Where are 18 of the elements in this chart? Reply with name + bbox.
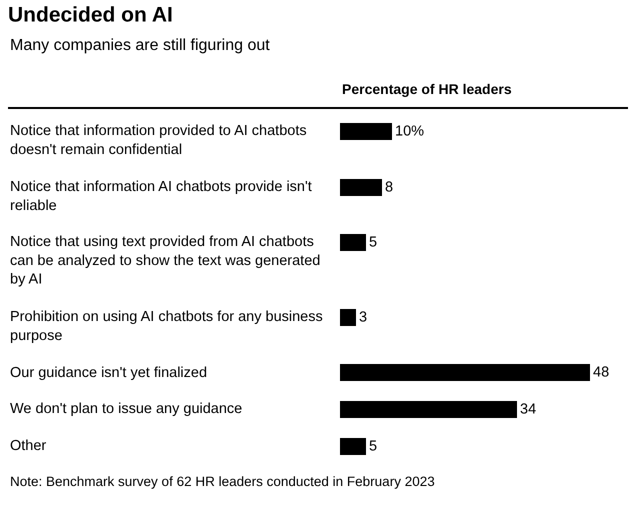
data-label: 8: [385, 180, 394, 196]
text: Many companies are still figuring out: [10, 37, 270, 54]
data-label: 5: [369, 234, 378, 250]
data-label: 3: [359, 310, 368, 326]
y-tick-label: Our guidance isn't yet finalized: [10, 365, 208, 381]
data-label: 5: [369, 438, 378, 454]
y-tick-label: Other: [10, 438, 46, 454]
annotation: Note: Benchmark survey of 62 HR leaders conducted in February 2023: [10, 474, 435, 489]
text: Undecided on AI: [8, 4, 173, 27]
y-tick-label: Notice that information AI chatbots provide isn't reliable: [10, 179, 312, 214]
y-tick-label: Prohibition on using AI chatbots for any business purpose: [10, 309, 323, 344]
data-label: 10%: [395, 124, 424, 140]
data-label: 48: [593, 364, 610, 380]
x-axis-title: Percentage of HR leaders: [342, 81, 512, 97]
data-label: 34: [520, 402, 536, 418]
y-tick-label: Notice that using text provided from AI chatbots can be analyzed to show the text was generated by AI: [10, 234, 320, 288]
y-tick-label: Notice that information provided to AI chatbots doesn't remain confidential: [10, 123, 307, 158]
y-tick-label: We don't plan to issue any guidance: [10, 401, 242, 417]
